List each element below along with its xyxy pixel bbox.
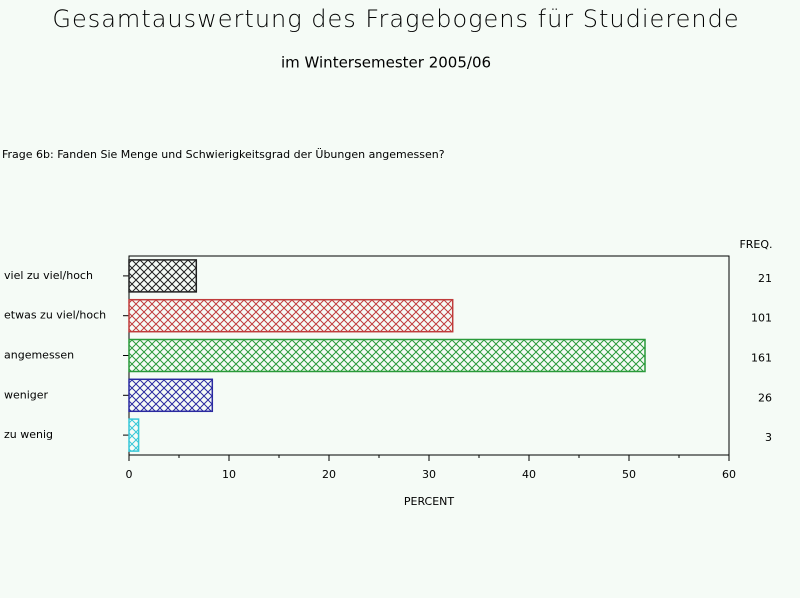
x-tick-label: 50 [622,468,636,481]
category-label: zu wenig [4,428,53,441]
freq-header: FREQ. [739,238,772,251]
freq-value: 101 [751,312,772,325]
question: Frage 6b: Fanden Sie Menge und Schwierig… [2,148,445,161]
bar [128,378,214,413]
x-tick-label: 60 [722,468,736,481]
freq-value: 26 [758,391,772,404]
category-label: weniger [4,388,49,401]
x-tick-label: 10 [222,468,236,481]
x-tick-label: 40 [522,468,536,481]
bar [128,418,140,452]
x-tick-label: 20 [322,468,336,481]
freq-value: 161 [751,352,772,365]
bar [128,298,454,333]
x-axis-label: PERCENT [404,495,455,508]
bar [128,338,646,373]
x-tick-label: 30 [422,468,436,481]
chart-title: Gesamtauswertung des Fragebogens für Stu… [52,5,739,33]
chart-subtitle: im Wintersemester 2005/06 [281,54,491,72]
category-label: angemessen [4,349,74,362]
bar [128,259,198,293]
freq-value: 21 [758,272,772,285]
category-label: viel zu viel/hoch [4,269,93,282]
freq-value: 3 [765,431,772,444]
x-tick-label: 0 [126,468,133,481]
category-label: etwas zu viel/hoch [4,309,106,322]
